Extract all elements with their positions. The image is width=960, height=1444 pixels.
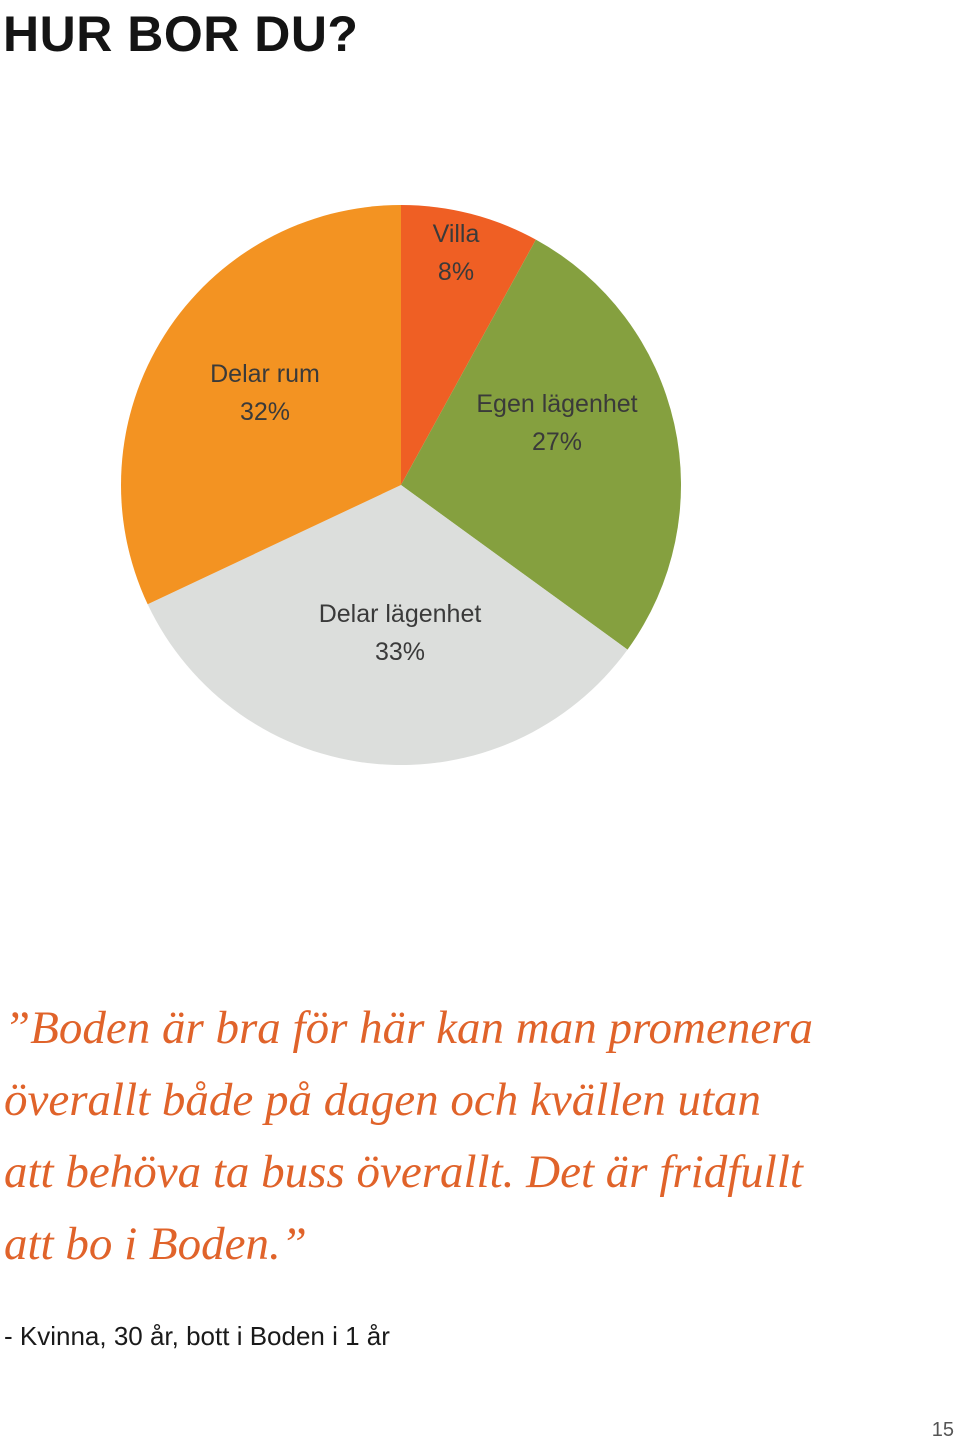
slice-value-label: 27% xyxy=(532,428,582,456)
quote-line: ”Boden är bra för här kan man promenera xyxy=(4,1002,813,1054)
slice-label: Villa xyxy=(433,220,480,248)
slice-label: Delar rum xyxy=(210,360,320,388)
pie-chart: Villa 8% Egen lägenhet 27% Delar lägenhet 33%… xyxy=(121,205,681,765)
slice-value-label: 32% xyxy=(240,398,290,426)
slice-label: Delar lägenhet xyxy=(319,600,482,628)
quote-line: att bo i Boden.” xyxy=(4,1218,307,1270)
pie-slice xyxy=(401,239,681,650)
quote: ”Boden är bra för här kan man promenera … xyxy=(4,992,904,1280)
slice-value-label: 33% xyxy=(375,638,425,666)
slice-value-label: 8% xyxy=(438,258,474,286)
page-title: HUR BOR DU? xyxy=(3,6,359,62)
pie-labels: Villa 8% Egen lägenhet 27% Delar lägenhet 33%… xyxy=(210,220,638,666)
page-number: 15 xyxy=(931,1419,954,1441)
quote-line: att behöva ta buss överallt. Det är frid… xyxy=(4,1146,803,1198)
quote-line: överallt både på dagen och kvällen utan xyxy=(4,1074,762,1126)
pie-slice xyxy=(401,205,536,485)
pie-slice xyxy=(147,485,628,765)
pie-slice xyxy=(121,205,402,605)
slice-label: Egen lägenhet xyxy=(476,390,637,418)
quote-attribution: - Kvinna, 30 år, bott i Boden i 1 år xyxy=(4,1321,390,1351)
pie-slices xyxy=(121,205,681,765)
